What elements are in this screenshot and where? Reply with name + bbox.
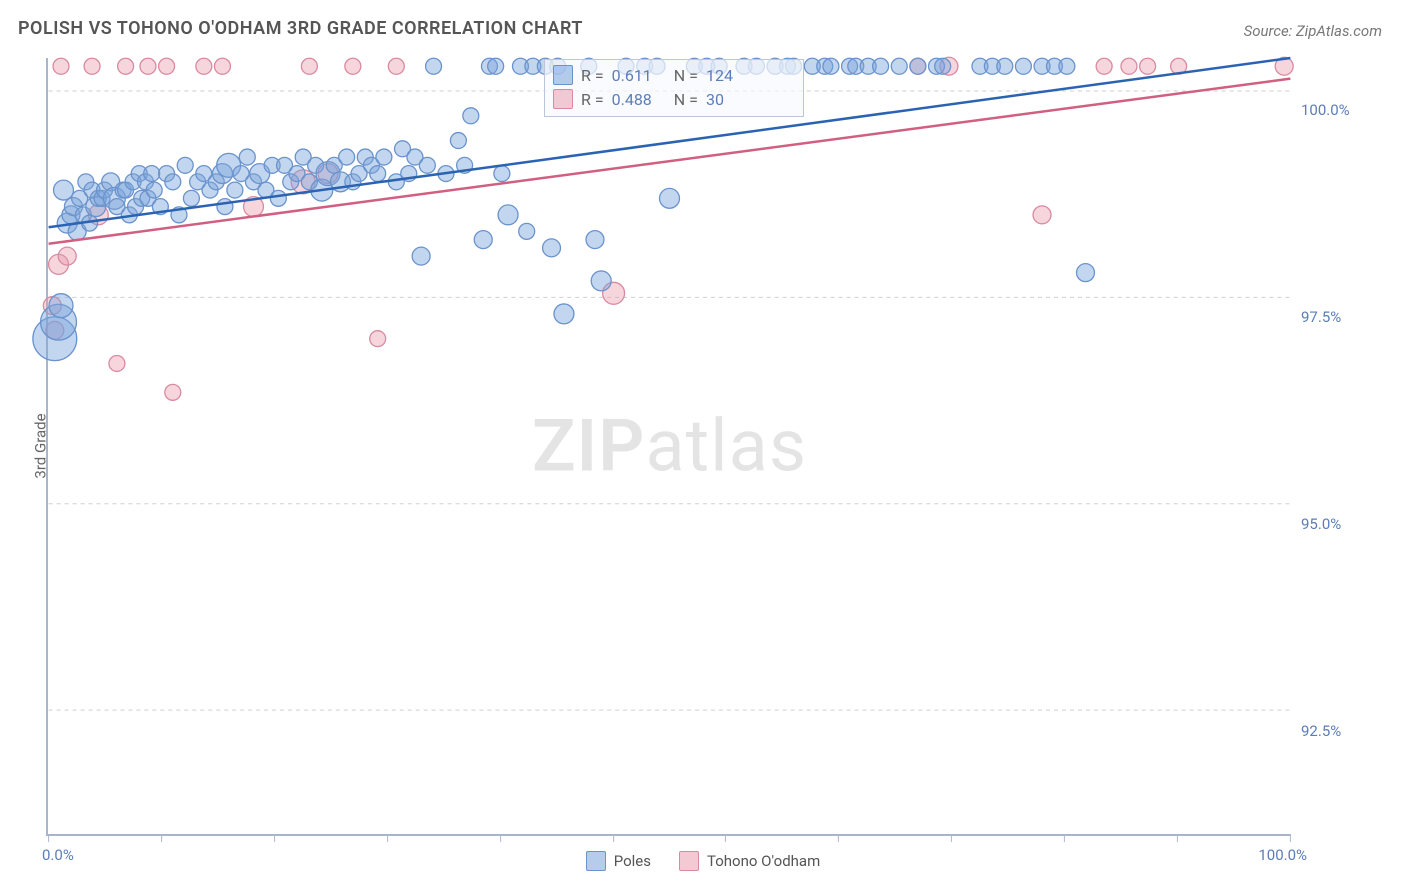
swatch-poles-icon [553, 65, 573, 85]
y-tick-label: 100.0% [1301, 101, 1381, 119]
point-tohono [84, 58, 100, 74]
point-tohono [1121, 58, 1137, 74]
point-poles [339, 149, 355, 165]
legend-swatch-tohono-icon [679, 851, 699, 871]
point-poles [498, 205, 518, 225]
point-poles [488, 58, 504, 74]
point-poles [1059, 58, 1075, 74]
point-tohono [53, 58, 69, 74]
point-tohono [140, 58, 156, 74]
point-tohono [370, 331, 386, 347]
point-poles [474, 231, 492, 249]
point-poles [165, 174, 181, 190]
point-tohono [109, 355, 125, 371]
point-poles [543, 239, 561, 257]
point-poles [146, 182, 162, 198]
plot-svg [48, 58, 1291, 834]
point-poles [997, 58, 1013, 74]
plot-area: 92.5%95.0%97.5%100.0% R = 0.611 N = 124 … [46, 58, 1291, 836]
point-tohono [388, 58, 404, 74]
point-poles [823, 58, 839, 74]
point-poles [1077, 264, 1095, 282]
point-poles [591, 271, 611, 291]
point-poles [494, 166, 510, 182]
point-poles [144, 166, 160, 182]
legend-label-poles: Poles [614, 852, 651, 870]
point-tohono [301, 58, 317, 74]
source-label: Source: ZipAtlas.com [1244, 22, 1382, 40]
point-poles [891, 58, 907, 74]
point-poles [49, 294, 73, 318]
n-value-tohono: 30 [706, 90, 724, 109]
point-poles [426, 58, 442, 74]
r-label: R = [581, 66, 604, 85]
n-label: N = [674, 90, 698, 109]
n-value-poles: 124 [706, 66, 733, 85]
legend-item-poles: Poles [586, 851, 651, 871]
legend-label-tohono: Tohono O'odham [707, 852, 820, 870]
correlation-stats-box: R = 0.611 N = 124 R = 0.488 N = 30 [544, 59, 804, 117]
n-label: N = [674, 66, 698, 85]
r-label: R = [581, 90, 604, 109]
point-poles [376, 149, 392, 165]
point-tohono [58, 247, 76, 265]
point-poles [217, 199, 233, 215]
point-poles [54, 180, 74, 200]
stats-row-poles: R = 0.611 N = 124 [553, 63, 795, 87]
point-poles [1015, 58, 1031, 74]
point-tohono [118, 58, 134, 74]
point-tohono [1033, 206, 1051, 224]
r-value-tohono: 0.488 [612, 90, 652, 109]
point-poles [586, 231, 604, 249]
point-poles [370, 166, 386, 182]
point-poles [419, 157, 435, 173]
point-poles [450, 133, 466, 149]
point-poles [270, 190, 286, 206]
point-poles [239, 149, 255, 165]
stats-row-tohono: R = 0.488 N = 30 [553, 87, 795, 111]
point-tohono [345, 58, 361, 74]
point-tohono [214, 58, 230, 74]
y-tick-label: 95.0% [1301, 515, 1381, 533]
r-value-poles: 0.611 [612, 66, 652, 85]
point-poles [873, 58, 889, 74]
point-tohono [165, 384, 181, 400]
point-poles [935, 58, 951, 74]
point-tohono [1140, 58, 1156, 74]
point-poles [910, 58, 926, 74]
y-tick-label: 97.5% [1301, 308, 1381, 326]
point-poles [554, 304, 574, 324]
point-poles [177, 157, 193, 173]
point-poles [183, 190, 199, 206]
point-poles [463, 108, 479, 124]
chart-title: POLISH VS TOHONO O'ODHAM 3RD GRADE CORRE… [18, 18, 583, 39]
point-poles [660, 188, 680, 208]
point-poles [412, 247, 430, 265]
swatch-tohono-icon [553, 89, 573, 109]
point-tohono [1096, 58, 1112, 74]
legend-item-tohono: Tohono O'odham [679, 851, 820, 871]
point-poles [227, 182, 243, 198]
y-tick-label: 92.5% [1301, 722, 1381, 740]
point-tohono [159, 58, 175, 74]
point-tohono [196, 58, 212, 74]
point-poles [519, 223, 535, 239]
legend-bottom: Poles Tohono O'odham [0, 846, 1406, 876]
legend-swatch-poles-icon [586, 851, 606, 871]
